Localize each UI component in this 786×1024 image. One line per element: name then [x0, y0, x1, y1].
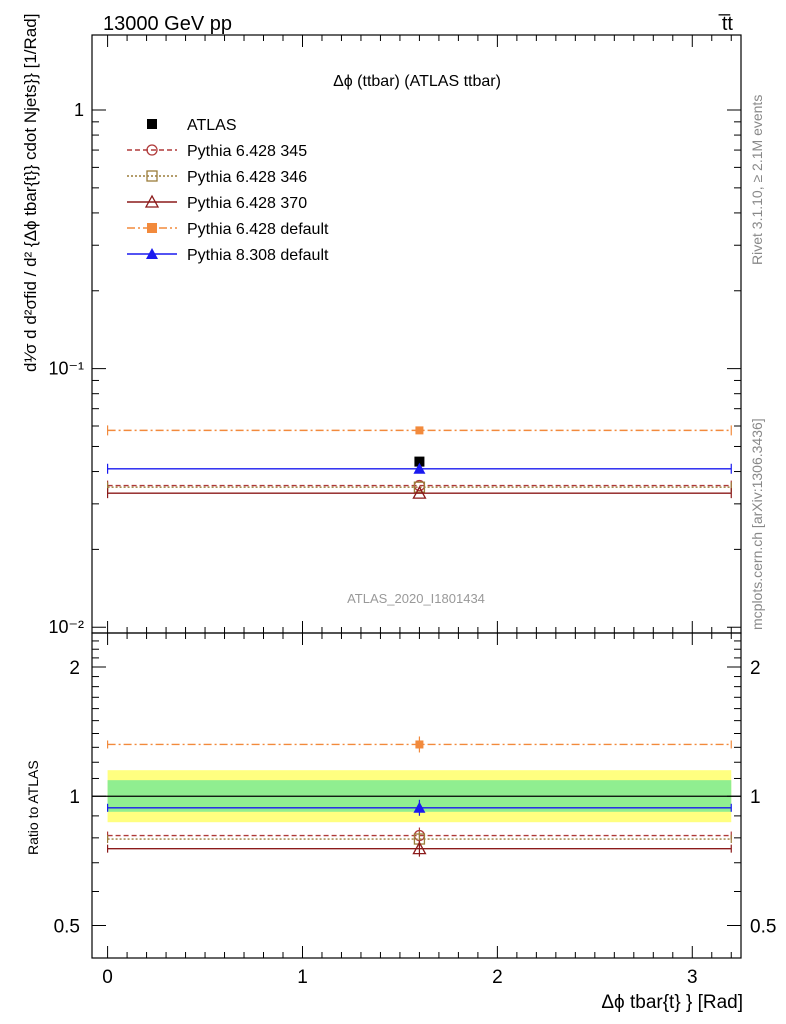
x-tick-label: 0: [102, 967, 113, 988]
legend-label: Pythia 6.428 370: [187, 195, 307, 212]
ratio-ylabel: Ratio to ATLAS: [25, 760, 41, 855]
y-tick-label: 1: [69, 787, 80, 808]
rivet-label: Rivet 3.1.10, ≥ 2.1M events: [749, 95, 765, 265]
x-tick-label: 1: [297, 967, 308, 988]
series-point: [415, 426, 424, 435]
main-data: [106, 425, 732, 499]
ratio-data: [106, 736, 732, 857]
y-tick-label: 10⁻²: [48, 617, 84, 637]
x-tick-label: 2: [492, 967, 503, 988]
main-ylabel: d¹⁄σ d d²σfid / d² {Δϕ tbar{t}} cdot Nje…: [21, 14, 40, 372]
main-title: Δϕ (ttbar) (ATLAS ttbar): [333, 73, 501, 90]
ratio-panel: 0.5 0.5 1 1 2 2 0 1 2 3 Ratio to ATLAS Δϕ tbar{t}…: [25, 632, 776, 1013]
x-tick-label: 3: [687, 967, 698, 988]
y-tick-label-right: 2: [750, 658, 761, 679]
legend-marker: [147, 119, 157, 129]
y-tick-label-right: 1: [750, 787, 761, 808]
mcplots-label: mcplots.cern.ch [arXiv:1306.3436]: [749, 418, 765, 630]
legend-marker: [146, 170, 158, 182]
legend-label: ATLAS: [187, 117, 237, 134]
ratio-ticks: 0.5 0.5 1 1 2 2 0 1 2 3: [54, 633, 776, 988]
ratio-xlabel: Δϕ tbar{t} } [Rad]: [601, 992, 743, 1013]
legend-marker: [146, 144, 158, 156]
y-tick-label: 10⁻¹: [48, 359, 84, 379]
series-point: [412, 485, 427, 499]
main-ticks: 10⁻² 10⁻¹ 1: [48, 35, 741, 637]
legend-marker: [144, 194, 160, 208]
ratio-point: [412, 841, 427, 855]
series-point: [413, 481, 426, 493]
main-panel: 10⁻² 10⁻¹ 1 Δϕ (ttbar) (ATLAS ttbar) d¹⁄σ …: [21, 14, 742, 637]
legend: ATLAS Pythia 6.428 345 Pythia 6.428 346 Pyt…: [127, 117, 329, 264]
legend-marker: [146, 248, 158, 259]
ratio-point: [415, 740, 424, 749]
y-tick-label: 2: [69, 658, 80, 679]
ratio-bands: [92, 770, 741, 823]
legend-marker: [147, 223, 157, 233]
series-point: [413, 462, 426, 474]
data-point-atlas: [414, 456, 425, 467]
legend-label: Pythia 6.428 346: [187, 169, 307, 186]
y-tick-label: 1: [74, 100, 84, 120]
header-right: t̅t: [718, 13, 733, 35]
ratio-point: [413, 801, 426, 813]
ratio-frame: [91, 632, 742, 959]
watermark: ATLAS_2020_I1801434: [347, 591, 485, 606]
header-left: 13000 GeV pp: [103, 13, 232, 35]
y-tick-label-right: 0.5: [750, 916, 776, 937]
legend-label: Pythia 8.308 default: [187, 247, 329, 264]
legend-label: Pythia 6.428 345: [187, 143, 307, 160]
y-tick-label: 0.5: [54, 916, 80, 937]
legend-label: Pythia 6.428 default: [187, 221, 329, 238]
